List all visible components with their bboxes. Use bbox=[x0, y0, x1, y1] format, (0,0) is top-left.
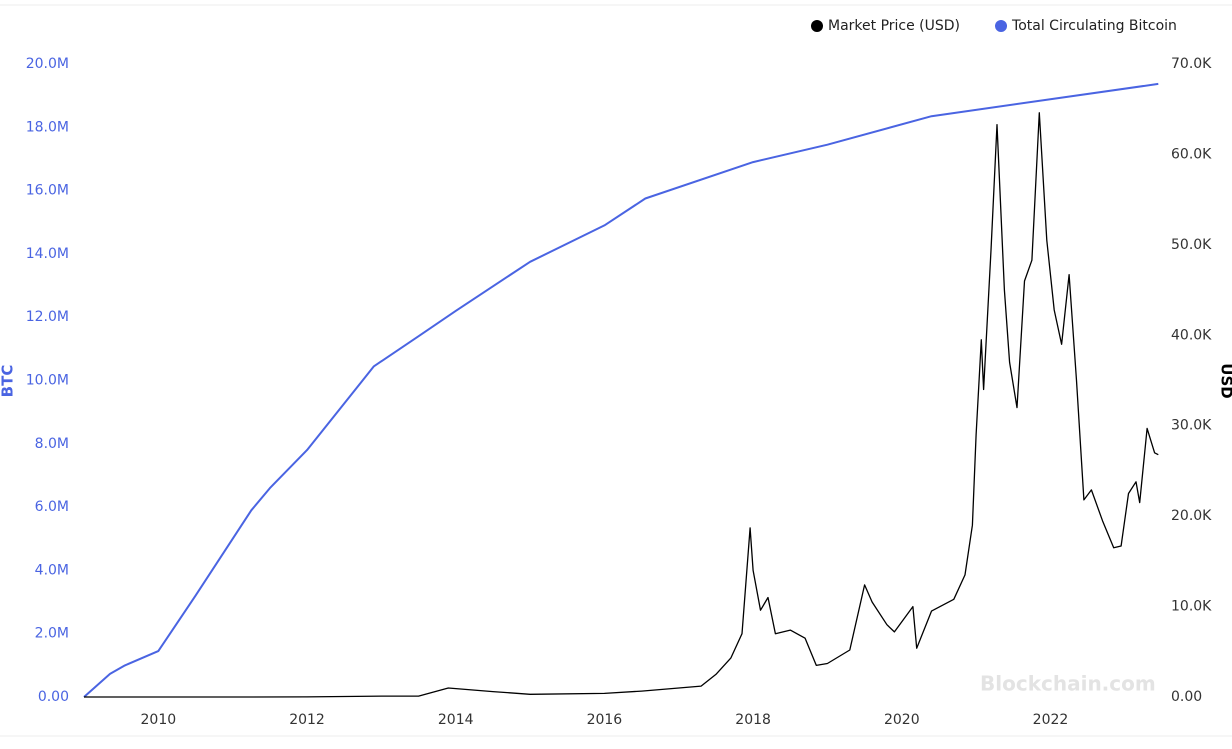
y-tick-label: 10.0M bbox=[26, 373, 69, 389]
y2-tick-label: 20.0K bbox=[1171, 508, 1212, 524]
y2-tick-label: 30.0K bbox=[1171, 418, 1212, 434]
series-line bbox=[83, 82, 1159, 698]
legend-swatch bbox=[995, 20, 1008, 32]
y-axis-label: BTC bbox=[0, 365, 17, 398]
y2-tick-label: 10.0K bbox=[1171, 599, 1212, 615]
y2-tick-label: 70.0K bbox=[1171, 56, 1212, 72]
y-tick-label: 0.00 bbox=[38, 689, 69, 705]
y-tick-label: 20.0M bbox=[26, 56, 69, 72]
y2-tick-label: 60.0K bbox=[1171, 146, 1212, 162]
x-tick-label: 2022 bbox=[1033, 712, 1069, 728]
y-tick-label: 12.0M bbox=[26, 309, 69, 325]
x-tick-label: 2020 bbox=[884, 712, 920, 728]
series-line bbox=[84, 112, 1159, 698]
legend-swatch bbox=[811, 20, 823, 32]
y-tick-label: 4.0M bbox=[35, 562, 69, 578]
x-tick-label: 2012 bbox=[289, 712, 325, 728]
y-tick-label: 6.0M bbox=[35, 499, 69, 515]
y-tick-label: 14.0M bbox=[26, 246, 69, 262]
y-tick-label: 16.0M bbox=[26, 183, 69, 199]
x-tick-label: 2016 bbox=[587, 712, 623, 728]
legend-label: Total Circulating Bitcoin bbox=[1011, 18, 1177, 34]
y-tick-label: 18.0M bbox=[26, 119, 69, 135]
y-tick-label: 2.0M bbox=[35, 626, 69, 642]
y2-tick-label: 0.00 bbox=[1171, 689, 1202, 705]
y2-tick-label: 40.0K bbox=[1171, 327, 1212, 343]
x-tick-label: 2014 bbox=[438, 712, 474, 728]
watermark: Blockchain.com bbox=[980, 672, 1156, 696]
y-tick-label: 8.0M bbox=[35, 436, 69, 452]
y2-tick-label: 50.0K bbox=[1171, 237, 1212, 253]
legend-label: Market Price (USD) bbox=[828, 18, 960, 34]
x-tick-label: 2018 bbox=[735, 712, 771, 728]
y2-axis-label: USD bbox=[1218, 363, 1232, 398]
x-tick-label: 2010 bbox=[141, 712, 177, 728]
